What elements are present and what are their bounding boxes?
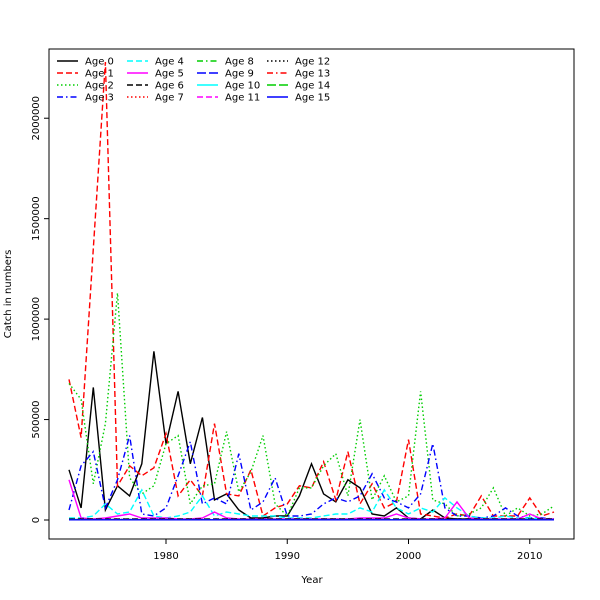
legend-label: Age 0 [85,57,114,68]
series-lines [68,61,555,521]
legend-label: Age 11 [225,93,260,104]
legend-label: Age 6 [155,81,184,92]
legend-label: Age 4 [155,57,184,68]
legend-label: Age 10 [225,81,260,92]
series-line-age-5 [68,479,554,520]
y-axis: 0 500000 1000000 1500000 2000000 [31,96,49,523]
x-tick-label: 2010 [517,551,542,562]
series-line-age-0 [68,351,554,521]
series-line-age-2 [68,292,555,518]
legend-label: Age 7 [155,93,184,104]
legend-label: Age 8 [225,57,254,68]
legend-label: Age 3 [85,93,114,104]
y-tick-label: 500000 [31,400,42,438]
x-tick-label: 2000 [396,551,421,562]
series-line-age-1 [68,61,555,519]
legend-label: Age 5 [155,69,184,80]
y-tick-label: 1000000 [31,297,42,342]
plot-frame [48,48,575,540]
series-line-age-3 [68,435,555,520]
x-tick-label: 1980 [153,551,178,562]
legend-label: Age 1 [85,69,114,80]
x-tick-label: 1990 [275,551,300,562]
legend-label: Age 2 [85,81,114,92]
legend-label: Age 9 [225,69,254,80]
x-axis-label: Year [300,575,323,586]
legend-label: Age 13 [295,69,330,80]
legend-label: Age 15 [295,93,330,104]
legend-label: Age 12 [295,57,330,68]
x-axis: 1980 1990 2000 2010 [153,539,542,562]
y-tick-label: 0 [31,517,42,523]
legend-label: Age 14 [295,81,330,92]
y-tick-label: 1500000 [31,196,42,241]
y-tick-label: 2000000 [31,96,42,141]
series-line-age-4 [69,488,554,520]
y-axis-label: Catch in numbers [3,250,14,339]
